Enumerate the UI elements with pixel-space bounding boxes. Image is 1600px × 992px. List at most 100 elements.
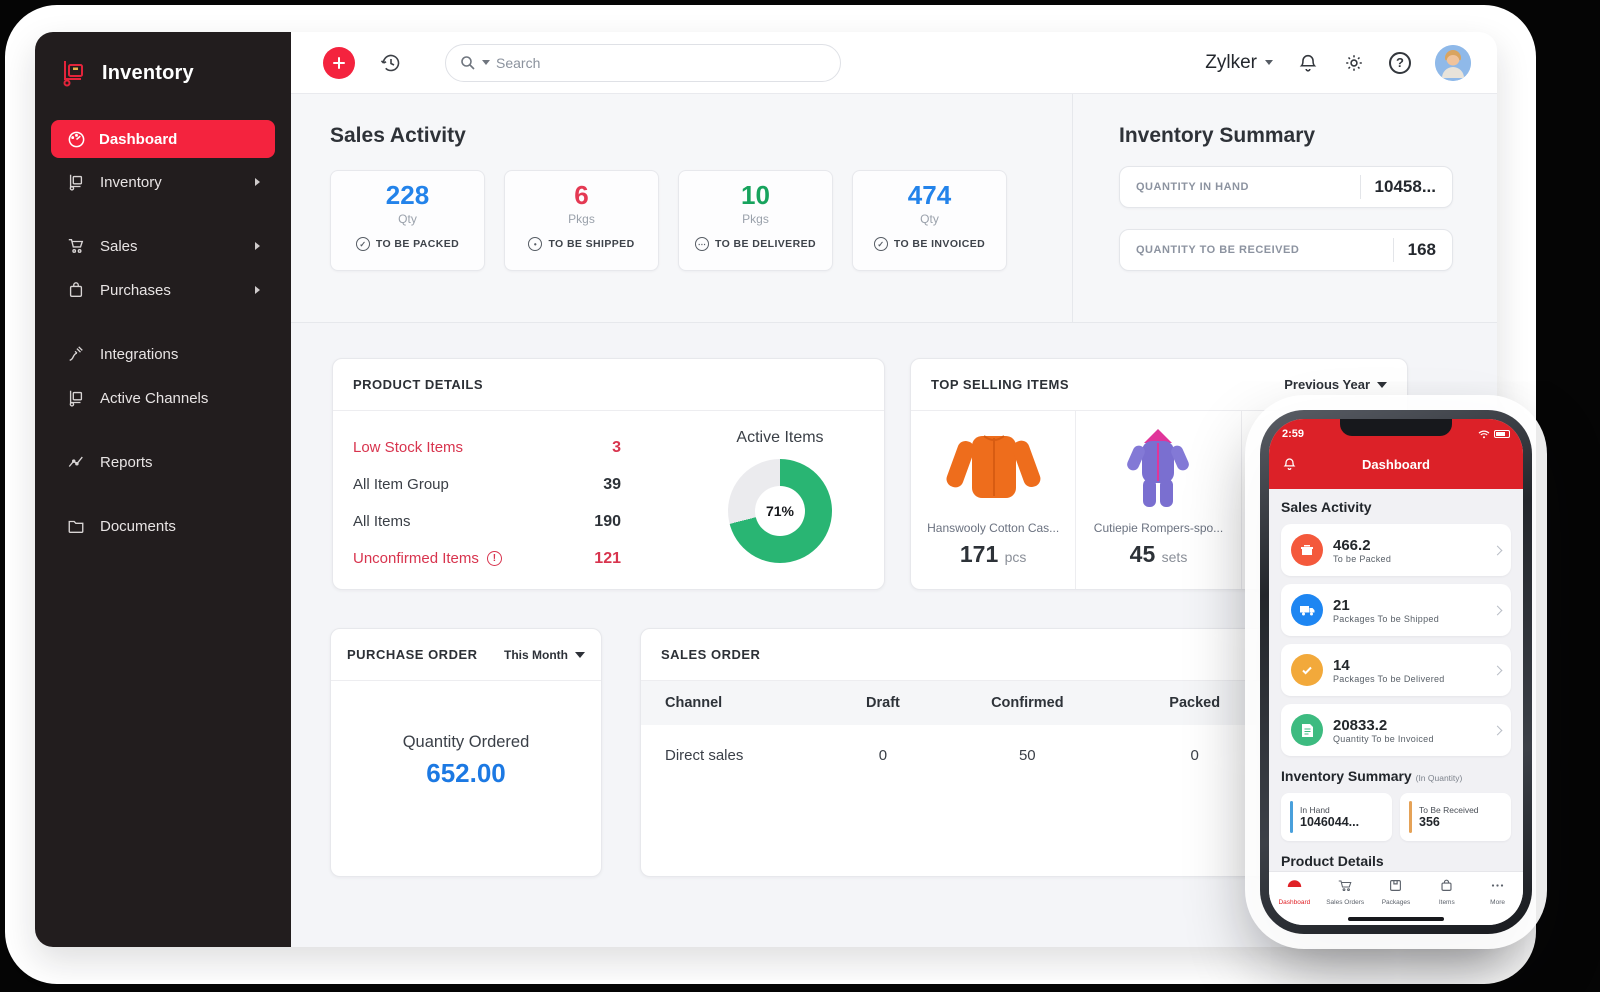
phone-time: 2:59 [1282,428,1305,440]
reports-icon [66,452,86,472]
sidebar-item-integrations[interactable]: Integrations [51,334,275,374]
column-header[interactable]: Channel [641,681,837,725]
app-title: Inventory [102,61,194,84]
sidebar-item-documents[interactable]: Documents [51,506,275,546]
sidebar-item-reports[interactable]: Reports [51,442,275,482]
recent-history-button[interactable] [379,51,403,75]
battery-icon [1494,430,1510,438]
user-avatar[interactable] [1435,44,1471,81]
phone-to-be-invoiced-card[interactable]: 20833.2 Quantity To be Invoiced [1281,704,1511,756]
product-unit: sets [1161,549,1188,565]
to-be-packed-card[interactable]: 228 Qty ✓ TO BE PACKED [330,170,485,271]
phone-to-be-received-card[interactable]: To Be Received 356 [1400,793,1511,841]
metric-unit: Qty [398,212,417,226]
row-value: 121 [594,549,621,567]
purchase-order-filter-dropdown[interactable]: This Month [504,648,585,662]
phone-home-indicator[interactable] [1348,917,1444,921]
phone-inventory-summary-title: Inventory Summary (In Quantity) [1281,768,1511,784]
column-header[interactable]: Confirmed [928,681,1126,725]
phone-bell-icon[interactable] [1282,456,1297,472]
metric-unit: Pkgs [742,212,769,226]
card-value: 20833.2 [1333,716,1388,734]
phone-tab-packages[interactable]: Packages [1371,879,1422,925]
sidebar-item-sales[interactable]: Sales [51,226,275,266]
inventory-logo-icon [59,58,89,88]
active-items-donut: 71% [728,459,832,563]
quantity-in-hand-row[interactable]: QUANTITY IN HAND 10458... [1119,166,1453,208]
invoice-icon [1291,714,1323,746]
product-image-sweater [911,421,1075,521]
sidebar-item-purchases[interactable]: Purchases [51,270,275,310]
unconfirmed-items-row[interactable]: Unconfirmed Items ! 121 [353,540,621,577]
sidebar-item-dashboard[interactable]: Dashboard [51,120,275,158]
search-bar[interactable] [445,43,841,82]
row-value: 168 [1407,240,1436,259]
quick-create-button[interactable] [323,46,355,79]
help-button[interactable]: ? [1389,51,1411,74]
sidebar-item-active-channels[interactable]: Active Channels [51,378,275,418]
metric-unit: Pkgs [568,212,595,226]
top-selling-item[interactable]: Hanswooly Cotton Cas... 171 pcs [911,411,1077,589]
deliver-icon: ⋯ [695,237,710,251]
chart-title: Active Items [736,429,824,446]
sidebar-item-label: Dashboard [99,130,178,148]
metric-value: 228 [385,180,430,210]
info-icon[interactable]: ! [486,551,502,566]
top-selling-filter-dropdown[interactable]: Previous Year [1284,377,1387,392]
phone-to-be-packed-card[interactable]: 466.2 To be Packed [1281,524,1511,576]
cart-icon [66,236,86,256]
phone-tab-items[interactable]: Items [1421,879,1472,925]
app-logo[interactable]: Inventory [35,32,291,98]
to-be-invoiced-card[interactable]: 474 Qty ✓ TO BE INVOICED [852,170,1007,271]
cart-tab-icon [1338,880,1352,892]
active-items-chart: Active Items 71% [728,429,858,577]
phone-notch [1340,419,1452,436]
dashboard-tab-icon [1287,880,1302,887]
row-label: Unconfirmed Items [353,550,479,567]
phone-to-be-delivered-card[interactable]: 14 Packages To be Delivered [1281,644,1511,696]
phone-tab-more[interactable]: More [1472,879,1523,925]
cell-confirmed: 50 [1018,746,1036,764]
product-name: Cutiepie Rompers-spo... [1093,521,1224,535]
metric-value: 6 [574,180,589,210]
phone-to-be-shipped-card[interactable]: 21 Packages To be Shipped [1281,584,1511,636]
phone-in-hand-card[interactable]: In Hand 1046044... [1281,793,1392,841]
low-stock-items-row[interactable]: Low Stock Items 3 [353,429,621,466]
card-value: 14 [1333,656,1350,674]
column-header[interactable]: Packed [1125,681,1264,725]
all-item-group-row[interactable]: All Item Group 39 [353,466,621,503]
all-items-row[interactable]: All Items 190 [353,503,621,540]
sidebar-item-label: Active Channels [100,389,209,407]
product-qty: 171 [959,541,999,567]
settings-button[interactable] [1343,52,1365,74]
notifications-button[interactable] [1297,52,1319,74]
package-tab-icon [1390,880,1402,891]
cell-channel: Direct sales [665,746,744,764]
folder-icon [66,516,86,536]
card-value: 466.2 [1333,536,1371,554]
sidebar-menu: Dashboard Inventory Sales [35,98,291,546]
search-scope-caret-icon[interactable] [482,60,490,65]
tab-label: Dashboard [1278,899,1311,906]
org-name: Zylker [1205,51,1257,73]
to-be-delivered-card[interactable]: 10 Pkgs ⋯ TO BE DELIVERED [678,170,833,271]
column-header[interactable]: Draft [837,681,929,725]
phone-tab-sales-orders[interactable]: Sales Orders [1320,879,1371,925]
sales-activity-title: Sales Activity [330,124,466,147]
search-input[interactable] [496,54,826,71]
org-switcher[interactable]: Zylker [1205,52,1273,74]
quantity-to-be-received-row[interactable]: QUANTITY TO BE RECEIVED 168 [1119,229,1453,271]
sidebar-item-label: Sales [100,237,138,255]
phone-tab-dashboard[interactable]: Dashboard [1269,879,1320,925]
metric-unit: Qty [920,212,939,226]
top-selling-item[interactable]: Cutiepie Rompers-spo... 45 sets [1076,411,1242,589]
title-suffix: (In Quantity) [1415,773,1463,783]
check-circle-icon [1291,654,1323,686]
ship-icon: • [528,237,543,251]
search-icon [460,55,476,71]
integrations-icon [66,344,86,364]
sidebar-item-inventory[interactable]: Inventory [51,162,275,202]
to-be-shipped-card[interactable]: 6 Pkgs • TO BE SHIPPED [504,170,659,271]
chevron-right-icon [255,286,260,294]
truck-icon [1291,594,1323,626]
